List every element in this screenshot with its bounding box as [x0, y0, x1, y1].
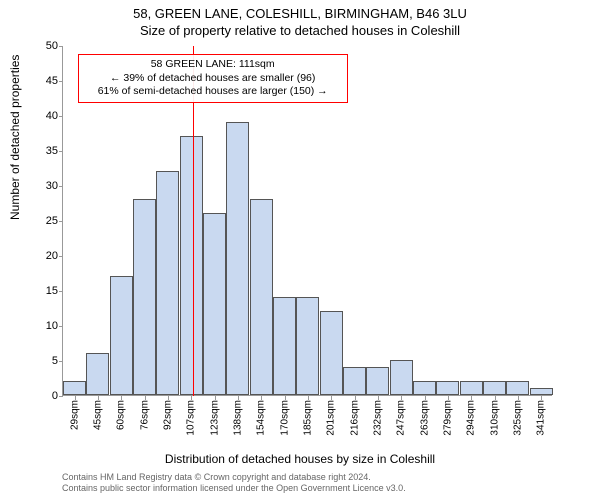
y-tick-mark: [59, 256, 63, 257]
x-tick-label: 263sqm: [419, 400, 430, 436]
y-tick-label: 20: [18, 250, 58, 262]
annotation-line: 58 GREEN LANE: 111sqm: [85, 58, 341, 72]
histogram-bar: [530, 388, 553, 395]
attribution-line-1: Contains HM Land Registry data © Crown c…: [62, 472, 406, 483]
x-tick-label: 185sqm: [303, 400, 314, 436]
plot-area: 0510152025303540455029sqm45sqm60sqm76sqm…: [62, 46, 552, 396]
x-tick-label: 232sqm: [373, 400, 384, 436]
y-tick-label: 35: [18, 145, 58, 157]
histogram-bar: [110, 276, 133, 395]
x-tick-label: 279sqm: [443, 400, 454, 436]
histogram-bar: [203, 213, 226, 395]
x-axis-label: Distribution of detached houses by size …: [0, 452, 600, 466]
x-tick-label: 76sqm: [139, 400, 150, 430]
histogram-bar: [413, 381, 436, 395]
histogram-bar: [63, 381, 86, 395]
y-tick-mark: [59, 396, 63, 397]
annotation-line: ← 39% of detached houses are smaller (96…: [85, 72, 341, 86]
histogram-bar: [436, 381, 459, 395]
y-tick-mark: [59, 81, 63, 82]
y-tick-mark: [59, 291, 63, 292]
y-tick-mark: [59, 116, 63, 117]
y-tick-mark: [59, 326, 63, 327]
attribution: Contains HM Land Registry data © Crown c…: [62, 472, 406, 495]
histogram-bar: [180, 136, 203, 395]
y-tick-label: 15: [18, 285, 58, 297]
histogram-bar: [343, 367, 366, 395]
histogram-bar: [226, 122, 249, 395]
histogram-bar: [506, 381, 529, 395]
histogram-bar: [250, 199, 273, 395]
histogram-bar: [273, 297, 296, 395]
annotation-box: 58 GREEN LANE: 111sqm← 39% of detached h…: [78, 54, 348, 103]
x-tick-label: 216sqm: [349, 400, 360, 436]
x-tick-label: 247sqm: [396, 400, 407, 436]
y-tick-mark: [59, 151, 63, 152]
x-tick-label: 29sqm: [69, 400, 80, 430]
histogram-bar: [133, 199, 156, 395]
y-tick-mark: [59, 221, 63, 222]
chart-region: 0510152025303540455029sqm45sqm60sqm76sqm…: [62, 46, 552, 396]
y-tick-label: 10: [18, 320, 58, 332]
histogram-bar: [156, 171, 179, 395]
histogram-bar: [460, 381, 483, 395]
histogram-bar: [320, 311, 343, 395]
attribution-line-2: Contains public sector information licen…: [62, 483, 406, 494]
histogram-bar: [483, 381, 506, 395]
y-tick-label: 50: [18, 40, 58, 52]
y-tick-label: 5: [18, 355, 58, 367]
histogram-bar: [366, 367, 389, 395]
x-tick-label: 123sqm: [209, 400, 220, 436]
histogram-bar: [296, 297, 319, 395]
x-tick-label: 201sqm: [326, 400, 337, 436]
x-tick-label: 45sqm: [93, 400, 104, 430]
x-tick-label: 310sqm: [489, 400, 500, 436]
y-tick-label: 30: [18, 180, 58, 192]
y-tick-mark: [59, 361, 63, 362]
y-tick-label: 25: [18, 215, 58, 227]
histogram-bar: [86, 353, 109, 395]
x-tick-label: 154sqm: [256, 400, 267, 436]
x-tick-label: 341sqm: [536, 400, 547, 436]
x-tick-label: 60sqm: [116, 400, 127, 430]
y-tick-label: 45: [18, 75, 58, 87]
x-tick-label: 170sqm: [279, 400, 290, 436]
y-tick-label: 0: [18, 390, 58, 402]
x-tick-label: 138sqm: [233, 400, 244, 436]
y-tick-mark: [59, 186, 63, 187]
address-title: 58, GREEN LANE, COLESHILL, BIRMINGHAM, B…: [0, 0, 600, 21]
x-tick-label: 325sqm: [513, 400, 524, 436]
x-tick-label: 107sqm: [186, 400, 197, 436]
x-tick-label: 294sqm: [466, 400, 477, 436]
histogram-bar: [390, 360, 413, 395]
annotation-line: 61% of semi-detached houses are larger (…: [85, 85, 341, 99]
y-tick-label: 40: [18, 110, 58, 122]
x-tick-label: 92sqm: [163, 400, 174, 430]
y-tick-mark: [59, 46, 63, 47]
subtitle: Size of property relative to detached ho…: [0, 21, 600, 38]
